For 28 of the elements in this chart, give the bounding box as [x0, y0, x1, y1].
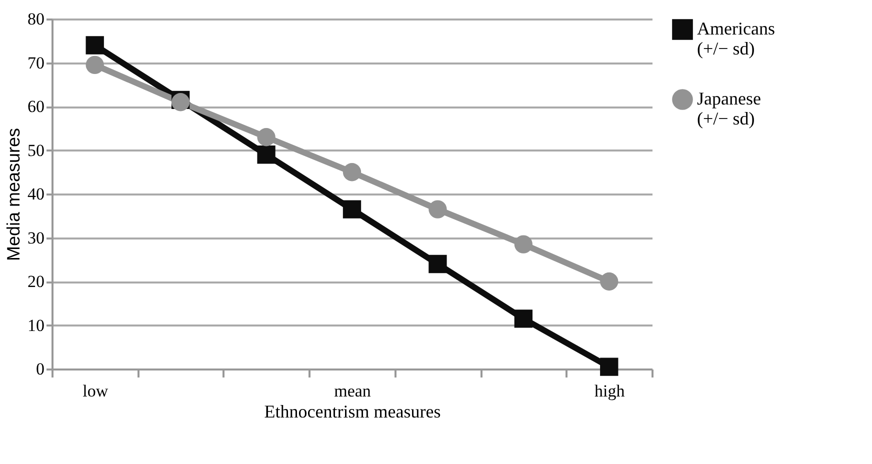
y-tick-label: 60 [28, 97, 44, 116]
legend-label: Americans (+/− sd) [697, 18, 775, 58]
point [514, 235, 533, 254]
point [86, 56, 104, 74]
point [257, 146, 276, 164]
point [86, 36, 104, 54]
y-tick-label: 40 [28, 184, 44, 204]
point [257, 128, 276, 146]
y-tick-label: 50 [28, 140, 44, 160]
x-tick-label: high [594, 382, 626, 400]
point [342, 163, 362, 182]
y-tick-label: 30 [28, 228, 44, 248]
point [428, 254, 447, 274]
point [428, 200, 447, 218]
y-tick-label: 0 [36, 360, 44, 378]
legend-label: Japanese (+/− sd) [697, 88, 761, 128]
point [514, 310, 533, 328]
y-tick-label: 20 [28, 272, 44, 291]
y-tick-label: 80 [28, 10, 44, 28]
y-tick-label: 10 [28, 316, 44, 335]
x-tick-label: low [82, 382, 109, 400]
y-tick-label: 70 [28, 53, 44, 72]
y-axis-title: Media measures [4, 128, 24, 262]
point [342, 200, 362, 218]
x-axis-title: Ethnocentrism measures [264, 402, 441, 422]
x-tick-label: mean [334, 382, 372, 400]
point [600, 272, 618, 291]
point [600, 358, 618, 376]
